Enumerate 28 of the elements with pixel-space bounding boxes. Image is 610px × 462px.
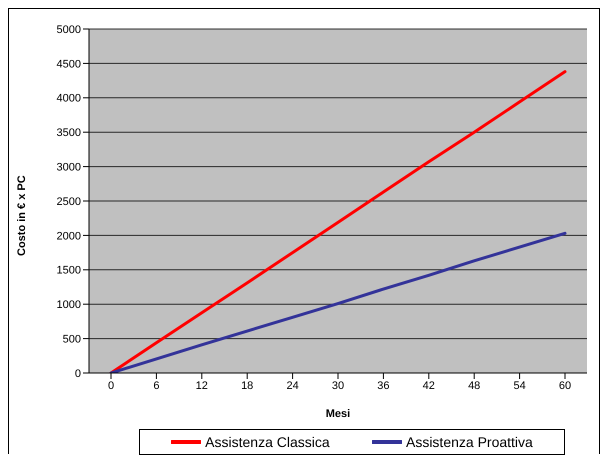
y-tick-label: 3500	[56, 127, 81, 140]
y-tick-label: 0	[74, 368, 81, 380]
x-tick-label: 6	[153, 380, 160, 392]
y-tick-label: 4500	[56, 58, 81, 70]
line-series	[110, 70, 566, 373]
x-tick-label: 18	[241, 380, 254, 392]
legend-label: Assistenza Proattiva	[404, 434, 533, 450]
y-tick-label: 1500	[56, 264, 81, 277]
y-tick-label: 5000	[56, 24, 81, 36]
legend-label: Assistenza Classica	[204, 434, 330, 450]
y-tick-label: 4000	[56, 92, 81, 105]
y-tick-label: 2500	[56, 196, 81, 208]
x-tick-label: 12	[196, 380, 208, 392]
y-tick-label: 2000	[56, 230, 81, 242]
x-tick-label: 0	[108, 380, 114, 392]
y-tick-label: 3000	[56, 162, 81, 174]
x-tick-label: 54	[513, 380, 526, 392]
y-tick-label: 500	[62, 334, 81, 346]
x-tick-label: 30	[332, 380, 344, 392]
x-tick-label: 24	[286, 380, 299, 392]
x-tick-label: 36	[377, 380, 390, 392]
y-tick-label: 1000	[56, 299, 81, 312]
line-series	[110, 232, 566, 373]
x-tick-label: 42	[422, 380, 435, 392]
x-axis-title: Mesi	[326, 408, 350, 420]
x-tick-label: 60	[558, 380, 572, 392]
y-axis-title: Costo in € x PC	[16, 175, 28, 256]
x-tick-label: 48	[468, 380, 480, 392]
